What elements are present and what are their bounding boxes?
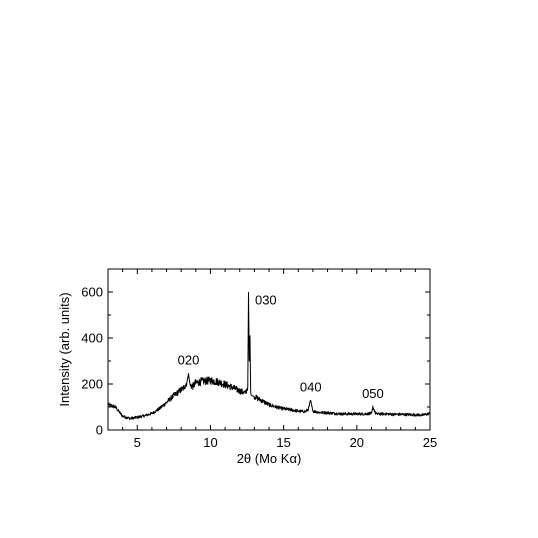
x-tick-label: 10 [203,435,217,450]
series-layer [107,291,431,421]
series-line-0 [107,291,431,421]
x-tick-label: 20 [350,435,364,450]
x-tick-label: 15 [276,435,290,450]
x-tick-label: 5 [134,435,141,450]
peak-label-050: 050 [362,386,384,401]
y-tick-label: 600 [81,285,103,300]
x-tick-label: 25 [423,435,437,450]
y-axis-label: Intensity (arb. units) [57,292,72,406]
annotations-layer: 020 030 040 050 [178,292,384,401]
x-axis: 5 10 15 20 25 [107,269,437,450]
peak-label-020: 020 [178,353,200,368]
peak-label-030: 030 [255,292,277,307]
y-tick-label: 0 [96,423,103,438]
peak-label-040: 040 [300,380,322,395]
y-tick-label: 400 [81,331,103,346]
x-axis-label: 2θ (Mo Kα) [237,451,302,466]
y-tick-label: 200 [81,377,103,392]
